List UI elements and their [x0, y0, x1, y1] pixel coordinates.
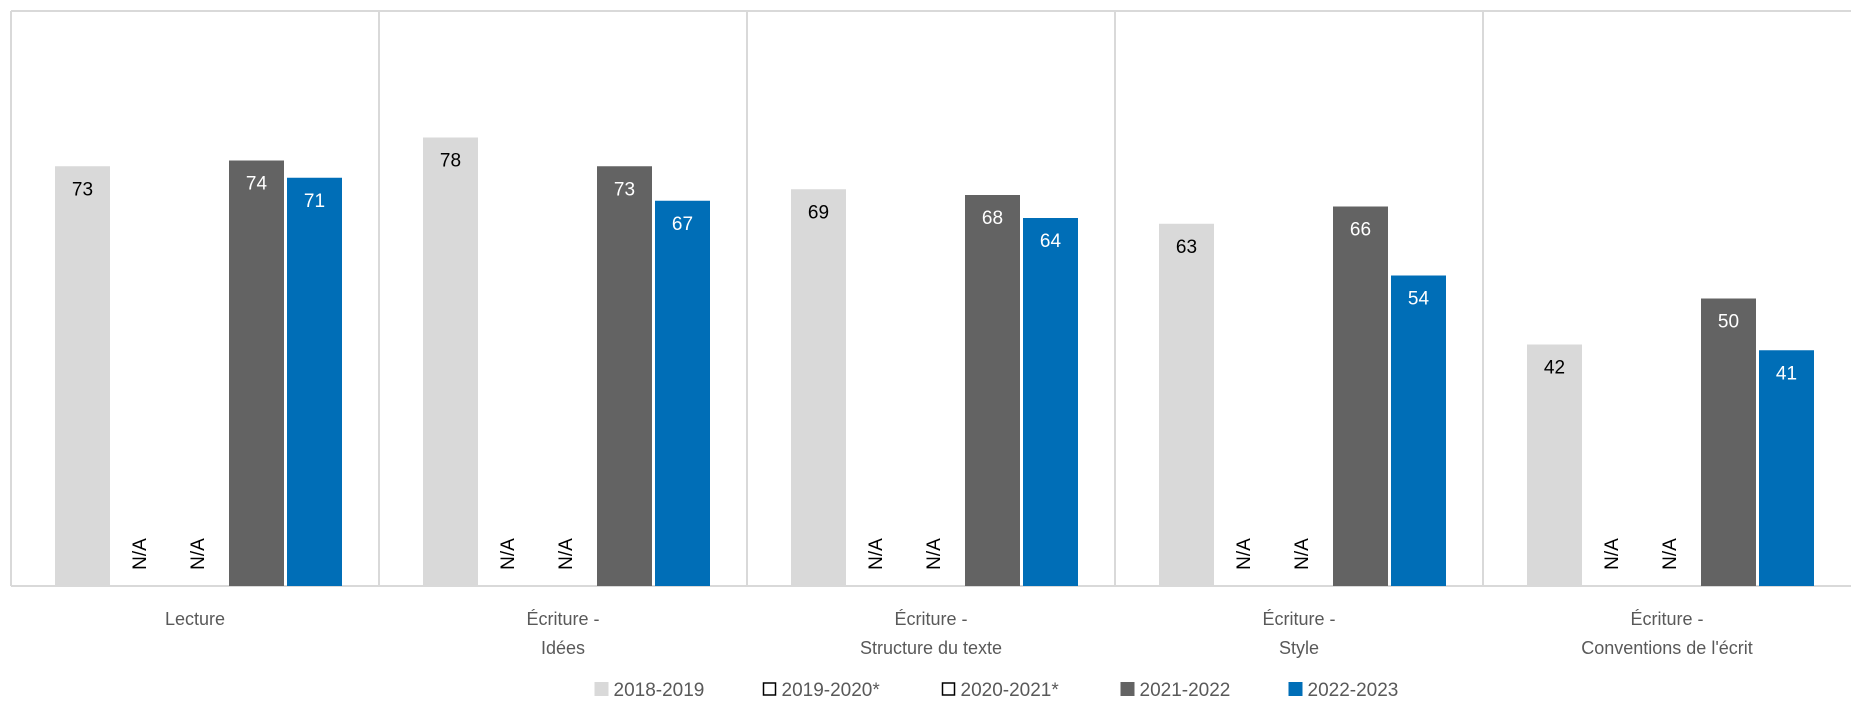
- bar: [1391, 275, 1446, 586]
- na-label: N/A: [188, 538, 209, 570]
- bar: [229, 160, 284, 586]
- bar-value-label: 68: [982, 208, 1003, 229]
- legend-label: 2018-2019: [614, 680, 705, 701]
- na-label: N/A: [1602, 538, 1623, 570]
- na-label: N/A: [498, 538, 519, 570]
- bar-value-label: 74: [246, 174, 268, 195]
- category-label-line: Lecture: [165, 609, 225, 629]
- legend-swatch: [1288, 682, 1303, 696]
- bar: [1759, 350, 1814, 586]
- legend-item: 2019-2020*: [762, 680, 881, 701]
- legend-swatch: [941, 682, 956, 696]
- bar: [287, 177, 342, 586]
- bar-value-label: 64: [1040, 231, 1062, 252]
- legend-label: 2022-2023: [1308, 680, 1399, 701]
- category-label: Écriture - Structure du texte: [860, 609, 1002, 658]
- bar-value-label: 78: [440, 151, 461, 172]
- bar: [1333, 206, 1388, 586]
- legend-label: 2019-2020*: [782, 680, 881, 701]
- category-label-line: Écriture -: [894, 609, 967, 629]
- bar-value-label: 73: [72, 179, 93, 200]
- bar: [1159, 223, 1214, 586]
- legend-label: 2020-2021*: [961, 680, 1060, 701]
- legend-swatch: [1120, 682, 1135, 696]
- legend-item: 2022-2023: [1288, 680, 1399, 701]
- category-labels: Lecture Écriture - Idées Écriture - Structur…: [165, 609, 1753, 658]
- category-label-line: Écriture -: [526, 609, 599, 629]
- legend-item: 2018-2019: [594, 680, 705, 701]
- bar-value-label: 73: [614, 179, 635, 200]
- category-label-line: Écriture -: [1630, 609, 1703, 629]
- na-label: N/A: [130, 538, 151, 570]
- na-label: N/A: [556, 538, 577, 570]
- bar-value-label: 63: [1176, 237, 1197, 258]
- legend-swatch: [762, 682, 777, 696]
- category-label-line: Conventions de l'écrit: [1581, 638, 1753, 658]
- bar-value-label: 67: [672, 214, 693, 235]
- bar: [791, 189, 846, 586]
- bar-value-label: 41: [1776, 363, 1797, 384]
- legend-swatch: [594, 682, 609, 696]
- bar-value-label: 50: [1718, 312, 1739, 333]
- bar-value-label: 71: [304, 191, 325, 212]
- category-label: Lecture: [165, 609, 225, 629]
- legend-label: 2021-2022: [1140, 680, 1231, 701]
- category-label-line: Style: [1279, 638, 1319, 658]
- category-label: Écriture - Idées: [526, 609, 599, 658]
- bar: [965, 195, 1020, 586]
- legend-item: 2021-2022: [1120, 680, 1231, 701]
- bars: [55, 137, 1814, 586]
- category-label: Écriture - Style: [1262, 609, 1335, 658]
- na-label: N/A: [1234, 538, 1255, 570]
- category-label: Écriture - Conventions de l'écrit: [1581, 609, 1753, 658]
- bar-value-label: 66: [1350, 220, 1371, 241]
- bar: [423, 137, 478, 586]
- category-label-line: Écriture -: [1262, 609, 1335, 629]
- category-label-line: Structure du texte: [860, 638, 1002, 658]
- bar: [655, 200, 710, 586]
- data-labels: 73 N/A N/A 74 71 78 N/A N/A 73 67 69 N/A N/A 68 64 63 N/…: [72, 151, 1797, 570]
- legend-item: 2020-2021*: [941, 680, 1060, 701]
- bar-value-label: 69: [808, 202, 829, 223]
- na-label: N/A: [866, 538, 887, 570]
- na-label: N/A: [1660, 538, 1681, 570]
- na-label: N/A: [924, 538, 945, 570]
- bar: [597, 166, 652, 586]
- bar-value-label: 42: [1544, 358, 1565, 379]
- na-label: N/A: [1292, 538, 1313, 570]
- bar: [1023, 218, 1078, 586]
- legend: 2018-2019 2019-2020* 2020-2021* 2021-2022 20…: [594, 680, 1399, 701]
- bar-value-label: 54: [1408, 289, 1430, 310]
- bar: [55, 166, 110, 586]
- bar: [1527, 344, 1582, 586]
- category-label-line: Idées: [541, 638, 585, 658]
- bar: [1701, 298, 1756, 586]
